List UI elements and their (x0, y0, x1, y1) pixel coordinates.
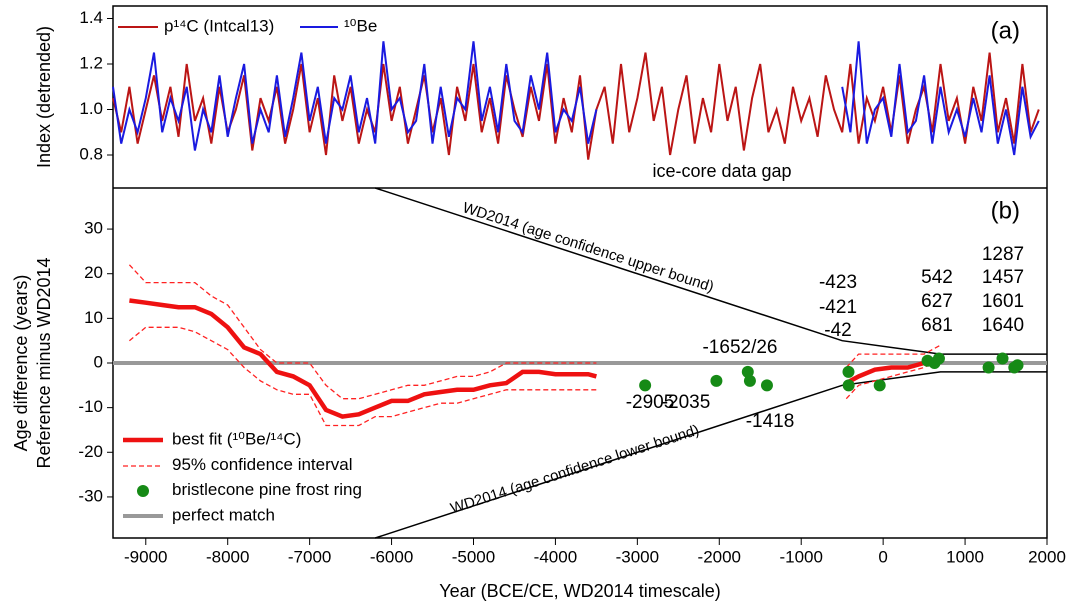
x-tick-label: -6000 (370, 547, 413, 566)
frost-ring-point (842, 379, 855, 392)
point-label: -423 (819, 272, 857, 293)
frost-ring-point (996, 352, 1009, 365)
bound-upper (374, 187, 1047, 355)
x-tick-label: -9000 (124, 547, 167, 566)
x-tick-label: 2000 (1028, 547, 1066, 566)
legend-label: bristlecone pine frost ring (172, 480, 362, 499)
point-label: 1640 (982, 315, 1024, 336)
y-tick-label: 0.8 (79, 144, 103, 163)
frost-ring-point (932, 352, 945, 365)
frost-ring-point (1011, 359, 1024, 372)
y-tick-label: 1.2 (79, 53, 103, 72)
point-label: -1652/26 (702, 337, 777, 358)
frost-ring-point (982, 361, 995, 374)
frost-ring-point (842, 365, 855, 378)
point-label: -1418 (746, 411, 795, 432)
frost-ring-point (873, 379, 886, 392)
frost-ring-point (760, 379, 773, 392)
point-label: -421 (819, 297, 857, 318)
frost-ring-point (710, 374, 723, 387)
y-axis-title: Age difference (years) (11, 275, 31, 452)
series-line (112, 41, 1040, 156)
x-tick-label: 0 (878, 547, 887, 566)
frost-ring-point (639, 379, 652, 392)
point-label: 542 (921, 267, 953, 288)
legend-label: ¹⁰Be (344, 16, 377, 35)
x-axis-title: Year (BCE/CE, WD2014 timescale) (439, 581, 720, 601)
x-tick-label: -3000 (616, 547, 659, 566)
y-tick-label: 10 (84, 308, 103, 327)
legend-swatch (137, 485, 149, 497)
point-label: 1601 (982, 291, 1024, 312)
x-tick-label: -8000 (206, 547, 249, 566)
y-tick-label: -20 (78, 442, 103, 461)
frost-ring-point (743, 374, 756, 387)
y-tick-label: 20 (84, 263, 103, 282)
point-label: -2905 (626, 392, 675, 413)
panel-label: (b) (991, 197, 1020, 224)
point-label: 627 (921, 291, 953, 312)
bound-label: WD2014 (age confidence lower bound) (448, 422, 701, 518)
y-tick-label: 30 (84, 219, 103, 238)
ci-upper (128, 264, 941, 400)
plot-frame (112, 5, 1048, 539)
panel-label: (a) (991, 17, 1020, 44)
x-tick-label: -1000 (779, 547, 822, 566)
ci-lower (128, 326, 941, 427)
legend-label: perfect match (172, 505, 275, 524)
y-tick-label: 0 (94, 352, 103, 371)
legend-label: best fit (¹⁰Be/¹⁴C) (172, 429, 301, 448)
bound-lower (374, 371, 1047, 539)
legend-label: p¹⁴C (Intcal13) (164, 16, 274, 35)
y-axis-title: Index (detrended) (34, 26, 54, 168)
legend-label: 95% confidence interval (172, 455, 353, 474)
y-axis-title: Reference minus WD2014 (34, 257, 54, 468)
y-tick-label: 1.4 (79, 8, 103, 27)
point-label: 681 (921, 315, 953, 336)
x-tick-label: -7000 (288, 547, 331, 566)
point-label: 1287 (982, 244, 1024, 265)
x-tick-label: -2000 (698, 547, 741, 566)
x-tick-label: -4000 (534, 547, 577, 566)
y-tick-label: -10 (78, 397, 103, 416)
point-label: 1457 (982, 267, 1024, 288)
bound-label: WD2014 (age confidence upper bound) (461, 199, 716, 295)
x-tick-label: 1000 (946, 547, 984, 566)
point-label: -2035 (662, 392, 711, 413)
y-tick-label: 1.0 (79, 99, 103, 118)
point-label: -42 (824, 320, 851, 341)
y-tick-label: -30 (78, 486, 103, 505)
x-tick-label: -5000 (452, 547, 495, 566)
annotation: ice-core data gap (652, 161, 791, 181)
